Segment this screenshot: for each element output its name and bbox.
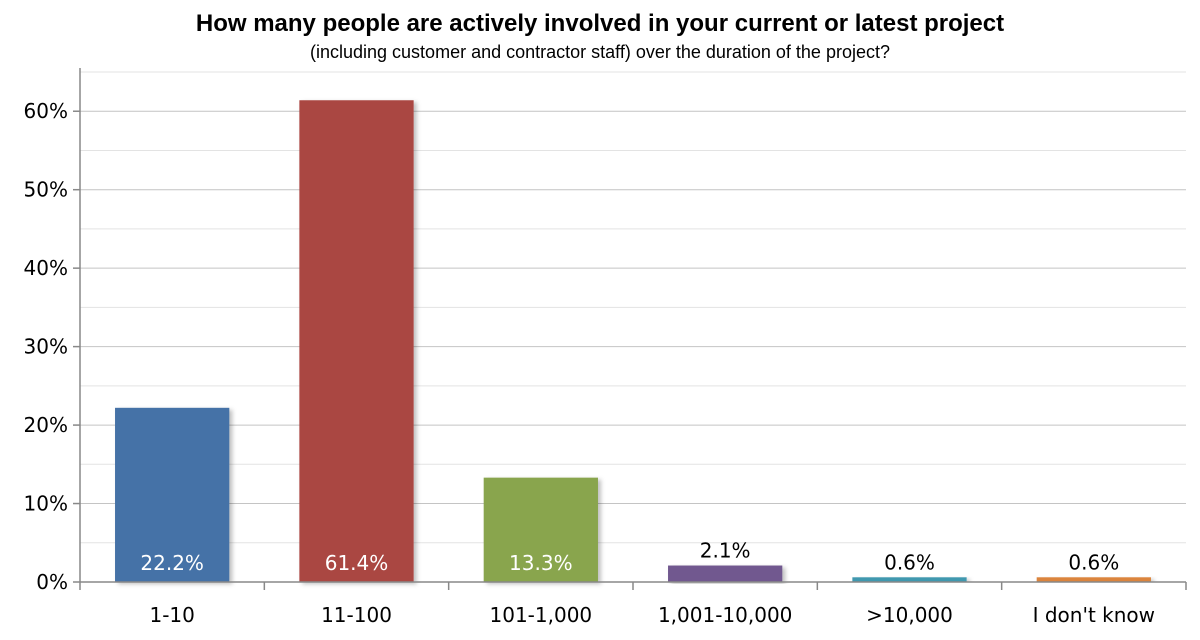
x-category-label: 1-10	[149, 603, 194, 627]
chart-title: How many people are actively involved in…	[195, 10, 1005, 37]
x-category-label: 11-100	[321, 603, 392, 627]
y-tick-label: 60%	[24, 99, 68, 123]
data-label: 0.6%	[884, 550, 935, 574]
bar	[1036, 577, 1151, 582]
bars	[115, 100, 1151, 582]
y-tick-label: 20%	[24, 413, 68, 437]
bar	[299, 100, 414, 582]
y-axis: 0% 10% 20% 30% 40% 50% 60%	[24, 68, 81, 594]
x-axis: 1-10 11-100 101-1,000 1,001-10,000 >10,000 I …	[79, 581, 1187, 627]
y-tick-label: 0%	[36, 570, 68, 594]
x-category-label: 101-1,000	[490, 603, 593, 627]
data-label: 13.3%	[509, 551, 573, 575]
chart-titles: How many people are actively involved in…	[0, 8, 1200, 64]
data-labels: 22.2% 61.4% 13.3% 2.1% 0.6% 0.6%	[140, 539, 1119, 575]
y-tick-label: 30%	[24, 335, 68, 359]
x-category-label: I don't know	[1033, 603, 1155, 627]
bar	[115, 407, 230, 582]
data-label: 0.6%	[1068, 550, 1119, 574]
y-tick-label: 40%	[24, 256, 68, 280]
bar	[483, 477, 598, 582]
data-label: 61.4%	[325, 551, 389, 575]
data-label: 2.1%	[700, 539, 751, 563]
x-category-label: >10,000	[866, 603, 953, 627]
data-label: 22.2%	[140, 551, 204, 575]
bar	[852, 577, 967, 582]
y-tick-label: 50%	[24, 178, 68, 202]
gridlines	[80, 71, 1186, 544]
x-category-label: 1,001-10,000	[658, 603, 792, 627]
bar	[668, 565, 783, 582]
chart-subtitle: (including customer and contractor staff…	[310, 42, 890, 62]
y-tick-label: 10%	[24, 492, 68, 516]
